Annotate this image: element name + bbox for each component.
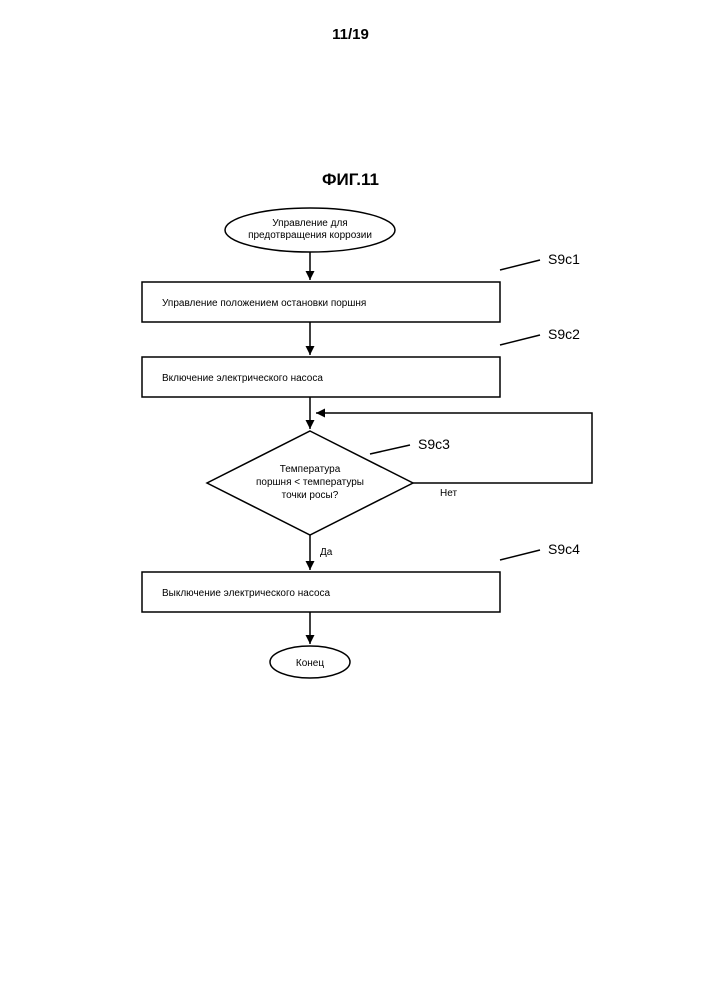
label-line-s4 (500, 550, 540, 560)
s1-text: Управление положением остановки поршня (162, 298, 366, 309)
decision-node: Температура поршня < температуры точки р… (207, 431, 413, 535)
label-s3: S9c3 (418, 436, 450, 452)
start-node: Управление для предотвращения коррозии (225, 208, 395, 252)
process-s1: Управление положением остановки поршня (142, 282, 500, 322)
label-s4: S9c4 (548, 541, 580, 557)
label-line-s2 (500, 335, 540, 345)
figure-title: ФИГ.11 (0, 170, 701, 190)
end-node: Конец (270, 646, 350, 678)
yes-label: Да (320, 547, 333, 558)
no-label: Нет (440, 488, 457, 499)
page: 11/19 ФИГ.11 Управление для предотвращен… (0, 0, 701, 1000)
dec-text-3: точки росы? (282, 490, 339, 501)
page-number: 11/19 (0, 26, 701, 43)
s2-text: Включение электрического насоса (162, 373, 323, 384)
s4-text: Выключение электрического насоса (162, 588, 331, 599)
flowchart: Управление для предотвращения коррозии S… (0, 200, 701, 760)
label-s1: S9c1 (548, 251, 580, 267)
process-s2: Включение электрического насоса (142, 357, 500, 397)
process-s4: Выключение электрического насоса (142, 572, 500, 612)
dec-text-2: поршня < температуры (256, 477, 364, 488)
start-text-2: предотвращения коррозии (248, 230, 372, 241)
label-s2: S9c2 (548, 326, 580, 342)
dec-text-1: Температура (280, 464, 341, 475)
label-line-s1 (500, 260, 540, 270)
start-text-1: Управление для (272, 218, 347, 229)
label-line-s3 (370, 445, 410, 454)
end-text: Конец (296, 658, 324, 669)
